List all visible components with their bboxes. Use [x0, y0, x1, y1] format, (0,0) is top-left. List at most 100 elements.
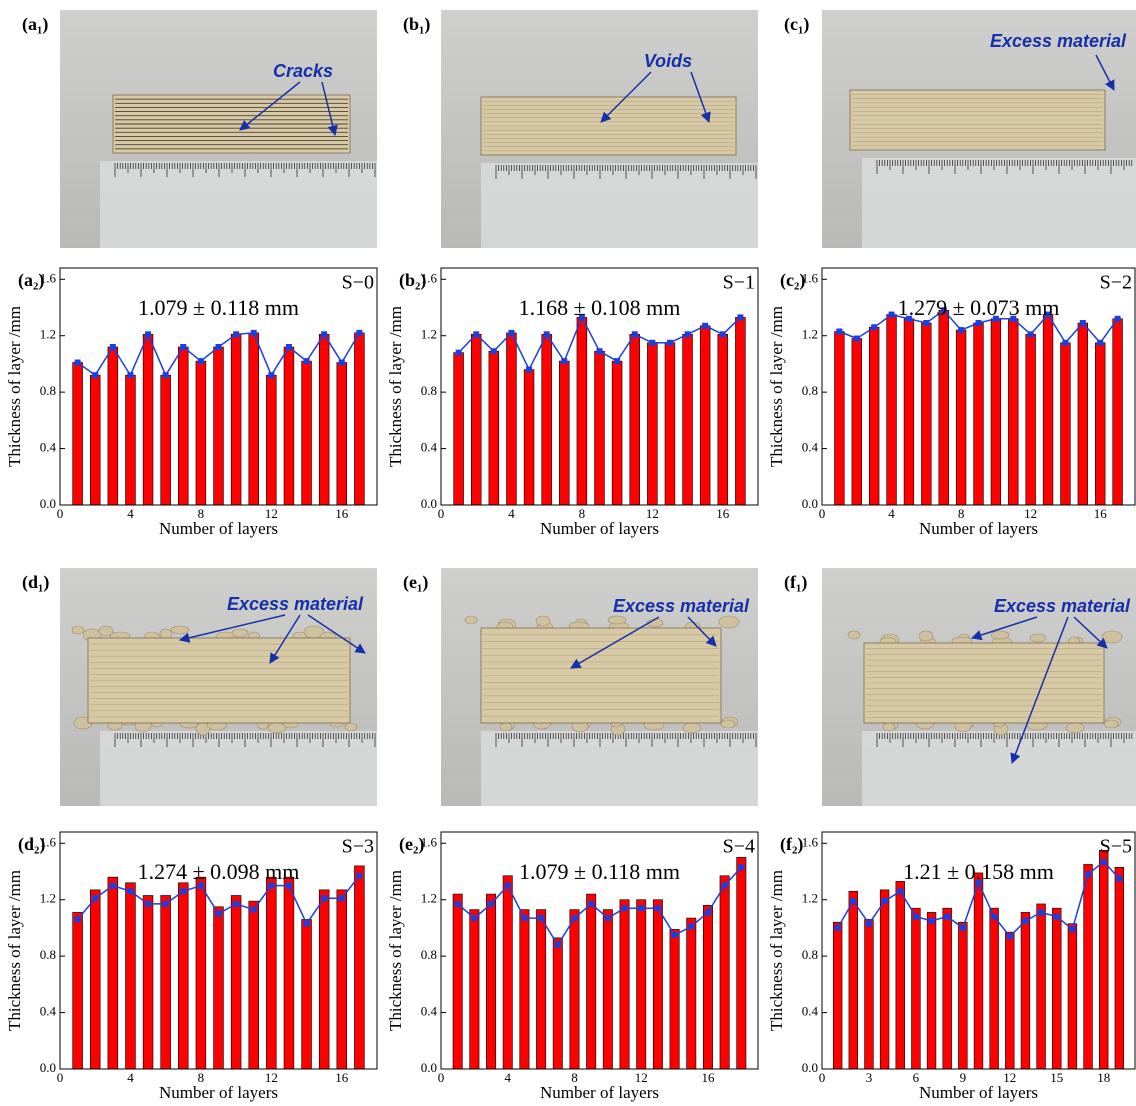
marker: [834, 924, 841, 931]
marker: [871, 324, 878, 331]
bar: [283, 876, 295, 1070]
excess-material: [847, 630, 861, 640]
marker: [1022, 917, 1029, 924]
y-tick-label: 1.2: [802, 327, 818, 342]
x-tick-label: 12: [265, 506, 278, 521]
x-tick-label: 12: [1003, 1070, 1016, 1085]
bar: [283, 346, 295, 506]
marker: [1116, 875, 1123, 882]
chart-subtitle: 1.079 ± 0.118 mm: [138, 295, 299, 320]
arrow: [178, 614, 286, 643]
x-tick-label: 8: [198, 506, 205, 521]
bar: [669, 929, 680, 1070]
bar: [469, 909, 480, 1070]
panel-label: (f₂): [780, 834, 803, 855]
panel-label: (a₁): [22, 14, 48, 35]
excess-material: [990, 630, 1010, 640]
x-tick-label: 0: [819, 506, 826, 521]
x-tick-label: 0: [57, 1070, 64, 1085]
marker: [250, 906, 257, 913]
y-tick-label: 0.0: [40, 496, 56, 511]
chart-subtitle: 1.168 ± 0.108 mm: [519, 295, 681, 320]
chart-title: S−4: [723, 836, 755, 858]
arrow: [307, 614, 366, 654]
marker: [268, 882, 275, 889]
chart-subtitle: 1.279 ± 0.073 mm: [898, 295, 1060, 320]
marker: [1114, 315, 1121, 322]
bar: [903, 318, 915, 506]
bar: [868, 326, 880, 506]
bar: [1008, 318, 1019, 506]
chart-title: S−0: [342, 272, 374, 294]
marker: [162, 372, 169, 379]
bar: [973, 872, 984, 1070]
y-tick-label: 0.4: [421, 440, 438, 455]
bar: [834, 331, 845, 506]
marker: [702, 322, 709, 329]
marker: [1100, 858, 1107, 865]
y-tick-label: 1.6: [421, 834, 438, 849]
arrow: [1073, 616, 1108, 649]
marker: [1079, 320, 1086, 327]
bar: [958, 921, 968, 1070]
y-tick-label: 0.4: [421, 1004, 438, 1019]
y-tick-label: 1.6: [421, 270, 438, 285]
marker: [836, 328, 843, 335]
marker: [654, 905, 661, 912]
bar: [576, 317, 588, 506]
marker: [721, 882, 728, 889]
marker: [180, 888, 187, 895]
bar: [664, 342, 676, 506]
marker: [538, 915, 545, 922]
x-axis-label: Number of layers: [540, 519, 659, 538]
bar: [142, 895, 154, 1070]
bar: [926, 912, 937, 1070]
marker: [944, 913, 951, 920]
bar: [1005, 931, 1015, 1070]
marker: [268, 372, 275, 379]
marker: [571, 915, 578, 922]
y-tick-label: 0.0: [802, 496, 818, 511]
x-tick-label: 12: [646, 506, 659, 521]
chart-subtitle: 1.21 ± 0.158 mm: [903, 859, 1054, 884]
bar: [318, 334, 330, 506]
bar: [519, 909, 530, 1070]
bar: [1025, 334, 1036, 506]
marker: [455, 349, 462, 356]
bar: [486, 893, 497, 1070]
x-tick-label: 8: [958, 506, 965, 521]
marker: [127, 372, 134, 379]
annotation: Excess material: [613, 596, 750, 616]
y-axis-label: Thickness of layer /mm: [386, 306, 405, 467]
panel-label: (c₂): [780, 270, 805, 291]
bar: [213, 906, 224, 1070]
bar: [536, 909, 547, 1070]
bar: [735, 317, 746, 506]
y-tick-label: 0.8: [40, 383, 56, 398]
y-axis-label: Thickness of layer /mm: [5, 306, 24, 467]
marker: [738, 864, 745, 871]
marker: [992, 315, 999, 322]
bar: [1083, 864, 1093, 1070]
bar: [848, 890, 858, 1070]
chart-subtitle: 1.079 ± 0.118 mm: [519, 859, 680, 884]
bar: [1060, 342, 1071, 506]
arrow: [321, 81, 338, 137]
annotation: Excess material: [227, 594, 364, 614]
bar: [973, 322, 984, 506]
bar: [195, 876, 207, 1070]
photo-panel: (d₁) Excess material: [22, 568, 377, 806]
bar: [851, 338, 862, 506]
marker: [991, 913, 998, 920]
plot-frame: [821, 831, 1136, 1070]
marker: [285, 344, 292, 350]
marker: [338, 895, 345, 902]
plot-frame: [59, 831, 378, 1070]
plot-frame: [440, 267, 759, 506]
marker: [109, 344, 116, 350]
marker: [1045, 311, 1052, 318]
ruler: [100, 161, 377, 248]
arrow: [600, 71, 652, 123]
x-tick-label: 18: [1097, 1070, 1110, 1085]
bar: [89, 374, 101, 506]
